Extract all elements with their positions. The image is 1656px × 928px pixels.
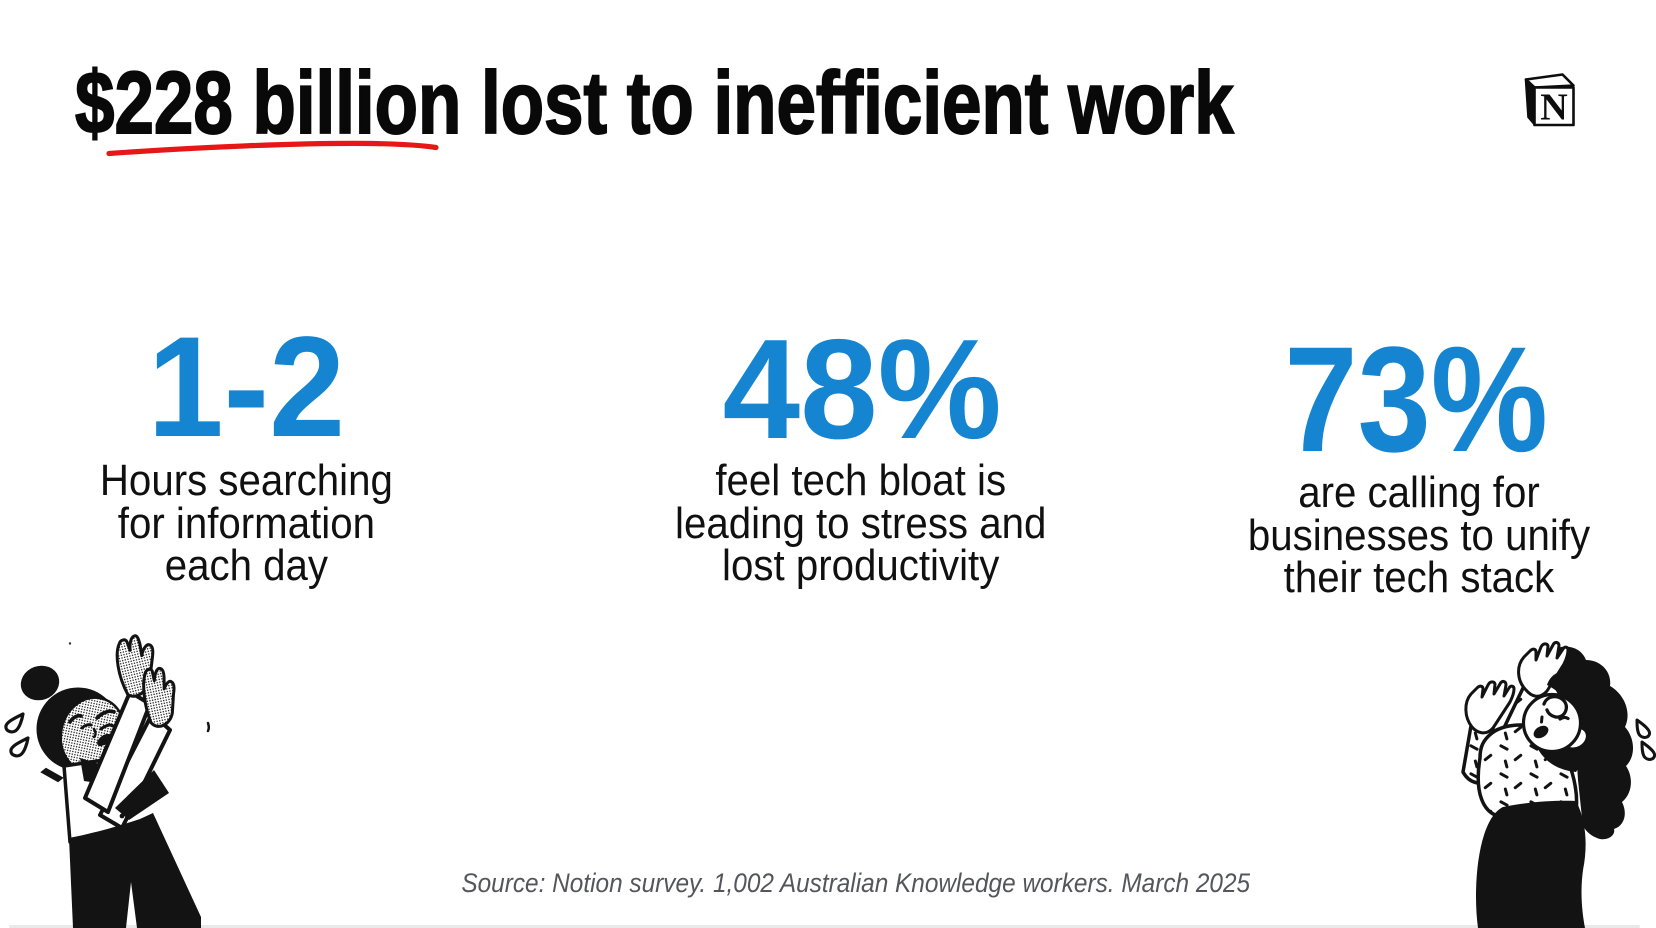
svg-text:N: N xyxy=(1540,87,1567,129)
